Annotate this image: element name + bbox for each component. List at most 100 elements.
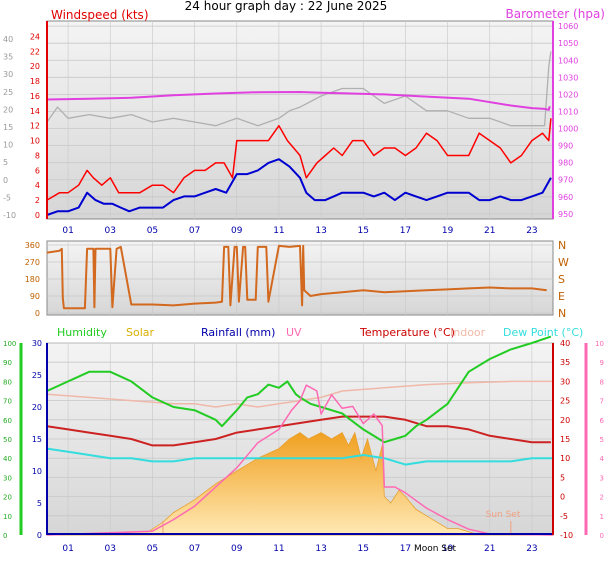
uv-tick-label: 6 <box>600 417 605 425</box>
rainfall-tick-label: 30 <box>32 339 42 348</box>
rainfall-tick-label: 5 <box>37 499 42 508</box>
wind-outer-tick-label: 20 <box>3 105 13 114</box>
temperature-x-tick-label: 07 <box>189 544 200 554</box>
wind-outer-tick-label: 40 <box>3 35 13 44</box>
wind-inner-tick-label: 12 <box>30 122 40 131</box>
temperature-x-tick-label: 15 <box>358 544 369 554</box>
uv-line <box>46 384 554 536</box>
barometer-tick-label: 1020 <box>558 90 578 99</box>
temperature-tick-label: -5 <box>560 512 568 521</box>
direction-panel-ticks: 360 N 270 W 180 S 90 E 0 N <box>25 239 569 320</box>
barometer-tick-label: 1040 <box>558 56 578 65</box>
wind-inner-tick-label: 0 <box>35 211 40 220</box>
humidity-tick-label: 0 <box>3 532 7 540</box>
rainfall-tick-label: 15 <box>32 435 42 444</box>
wind-outer-tick-label: 0 <box>3 176 8 185</box>
legend-uv: UV <box>286 326 302 339</box>
uv-tick-label: 1 <box>600 513 604 521</box>
wind-outer-tick-label: -5 <box>3 193 11 202</box>
wind-inner-tick-label: 16 <box>30 92 40 101</box>
wind-x-tick-label: 21 <box>484 226 495 236</box>
humidity-tick-label: 90 <box>3 359 12 367</box>
wind-panel-series <box>46 51 552 216</box>
wind-x-tick-label: 03 <box>105 226 116 236</box>
wind-x-tick-label: 11 <box>273 226 284 236</box>
wind-inner-tick-label: 14 <box>30 107 40 116</box>
wind-x-tick-label: 01 <box>62 226 73 236</box>
temperature-x-tick-label: 05 <box>147 544 158 554</box>
barometer-tick-label: 1050 <box>558 39 578 48</box>
humidity-tick-label: 20 <box>3 494 12 502</box>
humidity-tick-label: 40 <box>3 455 12 463</box>
barometer-tick-label: 970 <box>558 176 573 185</box>
barometer-tick-label: 990 <box>558 142 573 151</box>
temperature-x-tick-label: 03 <box>105 544 116 554</box>
humidity-tick-label: 100 <box>3 340 16 348</box>
humidity-tick-label: 70 <box>3 398 12 406</box>
temperature-x-tick-label: 09 <box>231 544 243 554</box>
temperature-x-tick-label: 19 <box>442 544 454 554</box>
wind-x-tick-label: 19 <box>442 226 454 236</box>
barometer-tick-label: 980 <box>558 159 573 168</box>
wind-average-line <box>46 158 552 216</box>
wind-x-tick-label: 13 <box>315 226 326 236</box>
temperature-x-tick-label: 11 <box>273 544 284 554</box>
compass-tick-label: S <box>558 273 565 286</box>
moon-set-annotation: Moon Set <box>414 544 457 554</box>
temperature-tick-label: 35 <box>560 358 570 367</box>
legend-dewpoint: Dew Point (°C) <box>503 326 583 339</box>
humidity-tick-label: 60 <box>3 417 12 425</box>
direction-tick-label: 90 <box>30 292 40 301</box>
uv-tick-label: 5 <box>600 436 604 444</box>
rainfall-tick-label: 25 <box>32 371 42 380</box>
wind-panel-grid <box>47 21 553 219</box>
direction-tick-label: 0 <box>35 309 40 318</box>
wind-outer-tick-label: 15 <box>3 123 13 132</box>
temperature-tick-label: 30 <box>560 377 570 386</box>
wind-outer-tick-label: 5 <box>3 158 8 167</box>
wind-panel-ticks: 1060105010401030102010101000990980970960… <box>3 22 578 236</box>
barometer-tick-label: 950 <box>558 210 573 219</box>
temperature-tick-label: 25 <box>560 397 570 406</box>
wind-outer-tick-label: 30 <box>3 70 13 79</box>
rainfall-tick-label: 0 <box>37 531 42 540</box>
temperature-x-tick-label: 17 <box>400 544 411 554</box>
barometer-tick-label: 1010 <box>558 107 578 116</box>
compass-tick-label: W <box>558 256 569 269</box>
uv-tick-label: 9 <box>600 359 604 367</box>
temperature-tick-label: 5 <box>560 473 565 482</box>
humidity-tick-label: 50 <box>3 436 12 444</box>
temperature-panel-series <box>46 335 554 536</box>
wind-panel-background <box>46 20 554 220</box>
wind-outer-tick-label: 25 <box>3 88 13 97</box>
temperature-tick-label: 40 <box>560 339 570 348</box>
compass-tick-label: E <box>558 290 565 303</box>
indoor-line <box>46 380 553 408</box>
wind-x-tick-label: 23 <box>526 226 537 236</box>
uv-tick-label: 8 <box>600 378 604 386</box>
wind-outer-tick-label: 10 <box>3 141 13 150</box>
humidity-line <box>46 335 552 444</box>
temperature-tick-label: 20 <box>560 416 570 425</box>
barometer-tick-label: 960 <box>558 193 573 202</box>
barometer-prior-line <box>46 51 552 127</box>
compass-tick-label: N <box>558 307 566 320</box>
temperature-x-tick-label: 21 <box>484 544 495 554</box>
legend-solar: Solar <box>126 326 155 339</box>
uv-tick-label: 0 <box>600 532 604 540</box>
uv-tick-label: 3 <box>600 474 604 482</box>
solar-area <box>46 431 553 536</box>
temperature-line <box>46 415 551 447</box>
legend-humidity: Humidity <box>57 326 107 339</box>
uv-tick-label: 10 <box>595 340 604 348</box>
direction-panel-grid <box>47 241 553 315</box>
wind-inner-tick-label: 4 <box>35 181 40 190</box>
rainfall-tick-label: 10 <box>32 467 42 476</box>
humidity-tick-label: 10 <box>3 513 12 521</box>
temperature-x-tick-label: 23 <box>526 544 537 554</box>
sun-set-annotation: Sun Set <box>486 510 521 520</box>
wind-inner-tick-label: 24 <box>30 32 40 41</box>
